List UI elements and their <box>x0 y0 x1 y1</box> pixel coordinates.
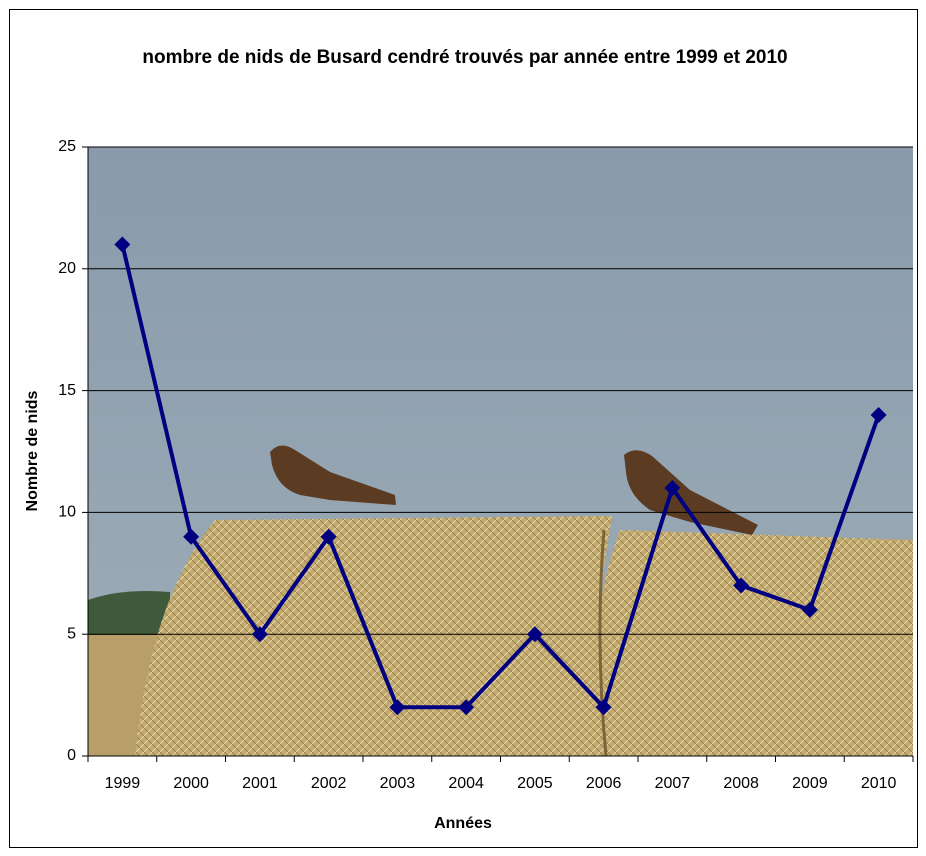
y-tick-label: 15 <box>58 382 76 399</box>
x-tick-label: 2007 <box>655 775 691 792</box>
y-tick-label: 25 <box>58 138 76 155</box>
x-tick-label: 2000 <box>173 775 209 792</box>
x-tick-label: 2006 <box>586 775 622 792</box>
y-tick-label: 0 <box>67 747 76 764</box>
chart-title: nombre de nids de Busard cendré trouvés … <box>90 42 840 73</box>
y-axis-title: Nombre de nids <box>24 390 41 511</box>
y-tick-label: 5 <box>67 625 76 642</box>
y-tick-label: 10 <box>58 504 76 521</box>
x-tick-label: 2002 <box>311 775 347 792</box>
y-tick-label: 20 <box>58 260 76 277</box>
chart: Années Nombre de nids 0 5 10 15 20 25 1999 2000… <box>0 0 926 856</box>
x-axis-title: Années <box>434 815 492 832</box>
x-tick-label: 2008 <box>723 775 759 792</box>
x-tick-label: 2005 <box>517 775 553 792</box>
x-tick-label: 2001 <box>242 775 278 792</box>
x-tick-label: 2010 <box>861 775 897 792</box>
x-tick-label: 2003 <box>380 775 416 792</box>
background-photo <box>88 147 913 756</box>
x-tick-label: 2009 <box>792 775 828 792</box>
page: Années Nombre de nids 0 5 10 15 20 25 1999 2000… <box>0 0 926 856</box>
x-tick-label: 2004 <box>448 775 484 792</box>
x-tick-label: 1999 <box>105 775 141 792</box>
